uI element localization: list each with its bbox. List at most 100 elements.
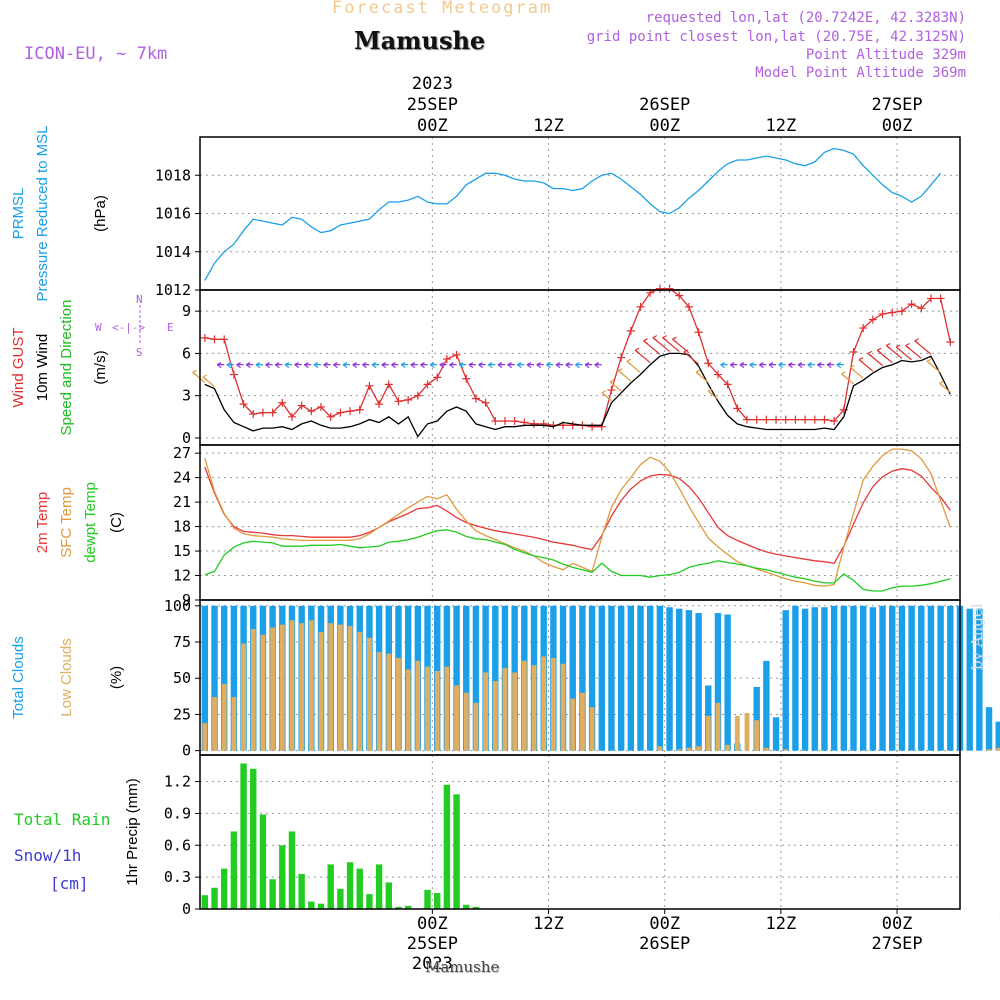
- clouds-bar: [976, 608, 983, 751]
- legend-total-rain: Total Rain: [14, 810, 110, 829]
- time-label-top: 12Z: [998, 116, 1000, 136]
- gust-marker: [849, 348, 858, 356]
- clouds-bar: [376, 652, 382, 751]
- wind-arrow-head: [381, 362, 387, 369]
- time-label-bottom: 25SEP: [407, 934, 458, 954]
- clouds-bar: [811, 607, 818, 751]
- clouds-bar: [821, 607, 828, 751]
- clouds-bar: [763, 747, 769, 751]
- precip-bar: [259, 814, 267, 909]
- gust-marker: [384, 380, 393, 389]
- axis-label: (hPa): [92, 195, 109, 232]
- clouds-bar: [685, 610, 693, 751]
- y-tick-label: 0: [182, 742, 191, 760]
- clouds-bar: [541, 656, 547, 751]
- gust-marker: [317, 402, 326, 411]
- clouds-bar: [850, 605, 857, 751]
- clouds-bar: [986, 749, 992, 751]
- clouds-bar: [434, 670, 440, 751]
- legend-snow-unit: [cm]: [50, 874, 89, 893]
- axis-label: Pressure Reduced to MSL: [34, 126, 51, 302]
- clouds-bar: [550, 657, 556, 751]
- precip-bar: [424, 889, 431, 909]
- wind-arrow-head: [342, 362, 348, 369]
- wind-arrow-head: [707, 388, 713, 395]
- wind-arrow-head: [759, 362, 764, 369]
- clouds-bar: [715, 702, 721, 751]
- panel-wind: 0 3 6 9 N S W E <-|-> Wind GUST 10m Wind Speed and …: [10, 284, 961, 447]
- time-label-bottom: 12Z: [998, 914, 1000, 934]
- clouds-bar: [221, 605, 228, 751]
- wind-arrow-head: [478, 362, 483, 369]
- precip-bar: [240, 763, 247, 909]
- gust-marker: [258, 408, 267, 417]
- clouds-bar: [405, 669, 411, 751]
- gust-marker: [210, 335, 219, 344]
- axis-label: 2m Temp: [34, 492, 51, 553]
- gust-marker: [297, 401, 306, 410]
- gust-marker: [375, 400, 384, 409]
- time-label-top: 00Z: [649, 116, 680, 136]
- gust-marker: [568, 421, 577, 430]
- gust-marker: [878, 309, 887, 318]
- wind-arrow-head: [536, 362, 542, 369]
- clouds-bar: [454, 685, 459, 751]
- wind-arrow-head: [323, 362, 329, 369]
- precip-bar: [337, 888, 344, 909]
- wind-arrow-head: [245, 362, 251, 369]
- precip-bar: [221, 868, 228, 909]
- gust-marker: [752, 415, 761, 424]
- clouds-bar: [783, 749, 789, 751]
- clouds-bar: [753, 686, 760, 751]
- wind-arrow-head: [371, 362, 377, 369]
- time-label-bottom: 00Z: [417, 914, 448, 934]
- temperature-series-line: [204, 529, 951, 592]
- precip-bar: [201, 895, 209, 909]
- precip-bar: [385, 882, 392, 909]
- clouds-bar: [830, 605, 838, 751]
- clouds-bar: [560, 663, 566, 751]
- clouds-bar: [357, 631, 363, 751]
- clouds-bar: [347, 626, 353, 751]
- wind-arrow-head: [876, 347, 882, 354]
- model-point-altitude: Model Point Altitude 369m: [755, 65, 966, 81]
- wind-arrow-head: [458, 362, 464, 369]
- time-label-bottom: 26SEP: [639, 934, 690, 954]
- gust-marker: [791, 415, 800, 424]
- gust-marker: [626, 326, 635, 335]
- wind-arrow-head: [192, 369, 197, 376]
- wind-arrow-head: [729, 362, 735, 369]
- precip-bar: [395, 906, 402, 909]
- wind-arrow-head: [672, 336, 677, 343]
- wind-arrow-head: [468, 362, 474, 369]
- clouds-bar: [221, 684, 227, 751]
- gust-marker: [404, 395, 413, 404]
- clouds-bar: [473, 702, 479, 751]
- wind-arrow-head: [695, 369, 701, 376]
- gust-marker: [346, 407, 355, 416]
- meteogram-header-title: Forecast Meteogram: [332, 0, 553, 18]
- gust-marker: [394, 397, 403, 406]
- clouds-bar: [260, 634, 266, 751]
- wind-arrow-head: [618, 368, 623, 375]
- gust-marker: [762, 415, 771, 424]
- clouds-bar: [453, 605, 460, 751]
- axis-label: (%): [108, 666, 125, 689]
- gust-marker: [588, 422, 597, 431]
- clouds-bar: [202, 723, 208, 751]
- wind-arrow-head: [303, 362, 309, 369]
- wind-arrow-head: [294, 362, 300, 369]
- clouds-bar: [472, 605, 480, 751]
- wind-arrow-head: [352, 362, 358, 369]
- gust-marker: [326, 412, 335, 421]
- wind-arrow-head: [565, 362, 571, 369]
- wind-arrow-head: [516, 362, 522, 369]
- clouds-bar: [801, 608, 809, 751]
- wind-arrow-head: [507, 362, 513, 369]
- wind-arrow-head: [817, 362, 822, 369]
- clouds-bar: [772, 717, 780, 751]
- gust-marker: [888, 308, 897, 317]
- clouds-bar: [996, 747, 1000, 751]
- y-tick-label: 0: [182, 429, 191, 447]
- y-tick-label: 25: [173, 705, 191, 723]
